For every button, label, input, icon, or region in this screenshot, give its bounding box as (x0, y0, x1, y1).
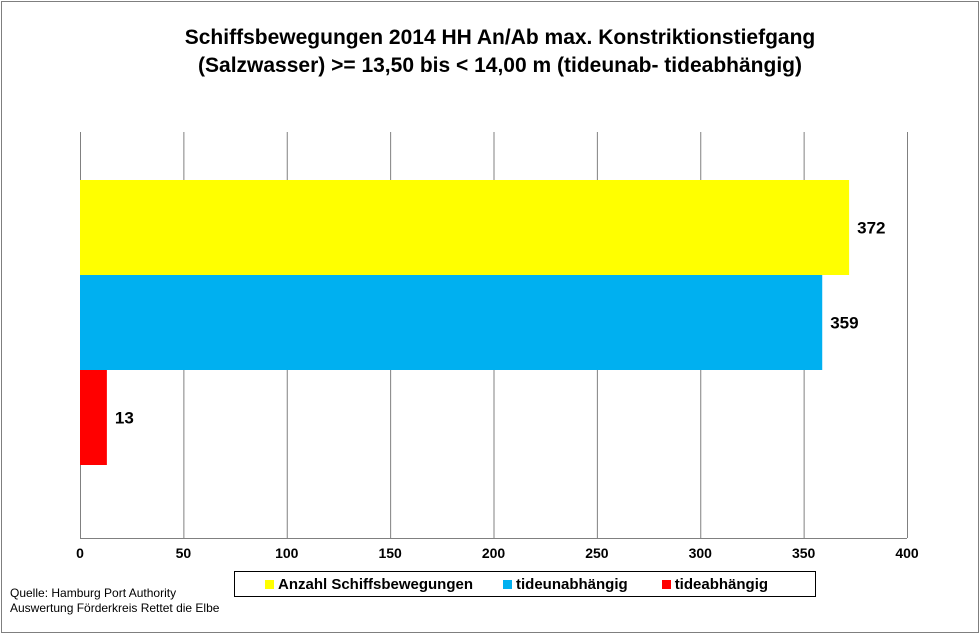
source-line-2: Auswertung Förderkreis Rettet die Elbe (10, 601, 220, 615)
source-note: Quelle: Hamburg Port Authority Auswertun… (10, 586, 219, 616)
legend: Anzahl Schiffsbewegungen tideunabhängig … (234, 571, 816, 597)
legend-swatch-tideunabhaengig (503, 579, 513, 589)
x-tick-label-100: 100 (275, 545, 299, 561)
x-tick-label-400: 400 (895, 545, 919, 561)
x-tick-label-200: 200 (482, 545, 506, 561)
x-tick-label-150: 150 (378, 545, 402, 561)
legend-label-tideabhaengig: tideabhängig (674, 575, 769, 593)
legend-label-anzahl: Anzahl Schiffsbewegungen (278, 575, 474, 593)
data-label-2: 13 (115, 409, 134, 428)
source-line-1: Quelle: Hamburg Port Authority (10, 586, 177, 600)
legend-item-anzahl: Anzahl Schiffsbewegungen (259, 576, 473, 593)
x-tick-label-350: 350 (792, 545, 816, 561)
bar-2 (80, 370, 107, 465)
data-label-0: 372 (857, 219, 885, 238)
data-label-1: 359 (830, 314, 858, 333)
x-tick-label-250: 250 (585, 545, 609, 561)
legend-label-tideunabhaengig: tideunabhängig (516, 575, 628, 593)
chart-title-line-2: (Salzwasser) >= 13,50 bis < 14,00 m (tid… (198, 54, 802, 77)
legend-item-tideunabhaengig: tideunabhängig (497, 576, 628, 593)
x-tick-label-0: 0 (76, 545, 84, 561)
x-tick-label-50: 50 (176, 545, 192, 561)
bar-1 (80, 275, 823, 370)
x-tick-label-300: 300 (689, 545, 713, 561)
legend-item-tideabhaengig: tideabhängig (656, 576, 768, 593)
chart-title-line-1: Schiffsbewegungen 2014 HH An/Ab max. Kon… (184, 26, 816, 49)
bar-0 (80, 180, 850, 275)
legend-swatch-tideabhaengig (661, 579, 671, 589)
legend-swatch-anzahl (265, 579, 274, 589)
chart-title: Schiffsbewegungen 2014 HH An/Ab max. Kon… (0, 24, 980, 80)
